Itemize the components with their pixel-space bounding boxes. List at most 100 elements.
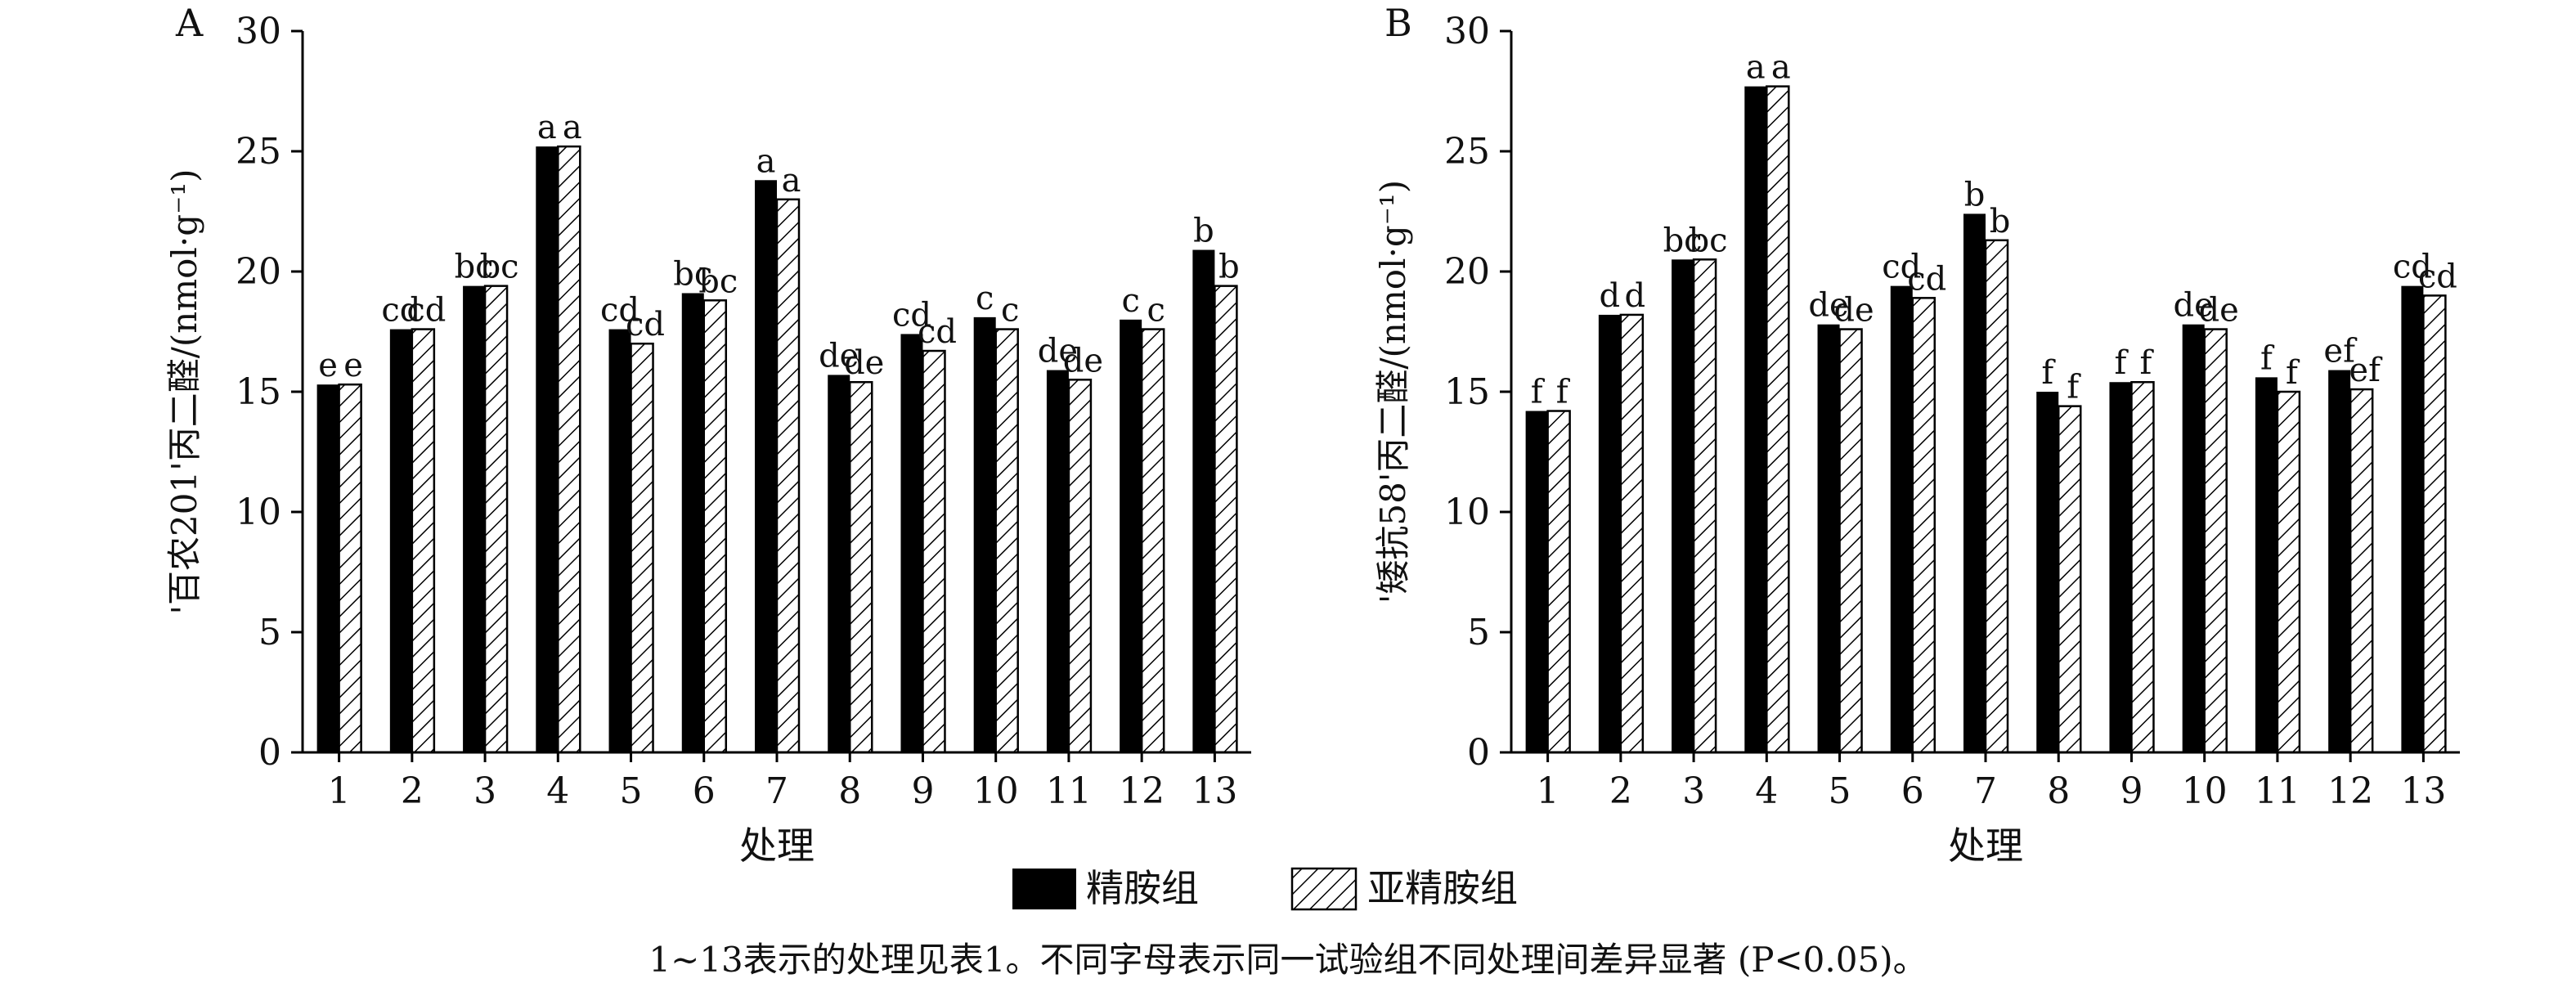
bar-series-1 <box>608 329 631 752</box>
bar-series-2 <box>2276 390 2301 754</box>
significance-label-series-1: de <box>819 337 859 375</box>
significance-label-series-2: de <box>1833 292 1874 330</box>
x-tick-label: 5 <box>620 770 643 812</box>
panel-label: A <box>175 1 204 45</box>
significance-label-series-2: cd <box>1907 260 1946 298</box>
significance-label-series-2: f <box>2140 344 2155 382</box>
significance-label-series-1: b <box>1964 176 1986 213</box>
x-tick-label: 2 <box>401 770 424 812</box>
bar-series-2 <box>702 299 728 754</box>
y-tick-label: 5 <box>1467 612 1490 653</box>
bar-series-1 <box>2255 377 2278 752</box>
significance-label-series-2: cd <box>406 292 446 330</box>
figure-caption: 1~13表示的处理见表1。不同字母表示同一试验组不同处理间差异显著 (P<0.0… <box>648 940 1927 980</box>
x-tick-label: 7 <box>1974 770 1997 812</box>
significance-label-series-1: de <box>1808 287 1848 325</box>
y-tick-label: 0 <box>258 732 281 774</box>
x-tick-label: 11 <box>1046 770 1092 812</box>
significance-label-series-2: d <box>1625 277 1646 315</box>
bar-series-1 <box>2036 392 2059 752</box>
significance-label-series-2: cd <box>2418 258 2457 295</box>
significance-label-series-1: cd <box>2393 249 2432 286</box>
bar-series-1 <box>1963 213 1986 752</box>
x-tick-label: 8 <box>2047 770 2070 812</box>
bar-series-2 <box>2057 405 2082 754</box>
significance-label-series-1: a <box>756 142 776 180</box>
significance-label-series-2: bc <box>1689 222 1728 259</box>
bar-series-1 <box>1046 370 1069 752</box>
bar-series-2 <box>1984 239 2009 754</box>
significance-label-series-2: b <box>1990 203 2011 240</box>
y-tick-label: 0 <box>1467 732 1490 774</box>
significance-label-series-1: bc <box>1663 222 1703 259</box>
significance-label-series-2: e <box>343 347 363 384</box>
bar-series-2 <box>1546 410 1571 754</box>
bar-series-1 <box>2401 285 2424 752</box>
y-tick-label: 15 <box>236 371 281 413</box>
x-tick-label: 12 <box>1119 770 1165 812</box>
y-tick-label: 20 <box>236 251 281 293</box>
significance-label-series-2: f <box>2286 354 2300 392</box>
bar-series-1 <box>463 285 486 752</box>
bar-series-1 <box>389 329 412 752</box>
significance-label-series-1: de <box>1038 333 1078 370</box>
y-tick-label: 10 <box>1444 492 1490 533</box>
bar-series-2 <box>1766 85 1790 754</box>
bar-series-1 <box>973 316 996 752</box>
x-tick-label: 13 <box>1192 770 1237 812</box>
x-tick-label: 6 <box>693 770 716 812</box>
significance-label-series-2: c <box>1147 292 1165 330</box>
significance-label-series-2: f <box>2067 369 2081 406</box>
bar-series-2 <box>994 328 1019 754</box>
significance-label-series-1: cd <box>1882 249 1921 286</box>
x-tick-label: 12 <box>2327 770 2373 812</box>
x-tick-label: 9 <box>911 770 934 812</box>
bar-series-2 <box>1838 328 1863 754</box>
significance-label-series-1: cd <box>381 292 420 330</box>
bar-series-1 <box>755 180 777 752</box>
bar-series-2 <box>557 145 581 754</box>
legend-label-series-1: 精胺组 <box>1086 866 1199 910</box>
x-tick-label: 10 <box>973 770 1019 812</box>
significance-label-series-1: cd <box>892 296 931 334</box>
bar-series-1 <box>536 146 559 752</box>
significance-label-series-2: de <box>1063 342 1103 379</box>
y-tick-label: 5 <box>258 612 281 653</box>
x-tick-label: 5 <box>1829 770 1851 812</box>
bar-series-1 <box>2109 382 2132 752</box>
y-axis-label: '百农201'丙二醛/(nmol·g⁻¹) <box>164 168 204 614</box>
significance-label-series-2: a <box>782 162 801 200</box>
bar-series-1 <box>2182 324 2205 752</box>
x-tick-label: 7 <box>765 770 788 812</box>
x-tick-label: 1 <box>1537 770 1560 812</box>
bar-series-1 <box>828 375 850 752</box>
bar-series-1 <box>1598 314 1621 752</box>
bar-series-2 <box>2130 380 2155 754</box>
bar-series-1 <box>681 293 704 753</box>
x-tick-label: 2 <box>1609 770 1632 812</box>
bar-series-1 <box>1817 324 1840 752</box>
y-tick-label: 25 <box>1444 131 1490 173</box>
bar-series-1 <box>1672 259 1694 752</box>
bar-series-2 <box>1214 285 1238 754</box>
bar-series-2 <box>483 285 509 754</box>
bar-series-2 <box>848 380 873 754</box>
bar-series-2 <box>1619 313 1645 754</box>
bar-series-2 <box>338 383 362 754</box>
y-tick-label: 20 <box>1444 251 1490 293</box>
bar-series-2 <box>1140 328 1165 754</box>
y-tick-label: 30 <box>236 11 281 52</box>
significance-label-series-1: cd <box>600 292 640 330</box>
legend-swatch-series-1 <box>1012 869 1076 909</box>
significance-label-series-1: c <box>1121 282 1139 320</box>
legend-label-series-2: 亚精胺组 <box>1367 866 1518 910</box>
bar-series-2 <box>1692 258 1717 754</box>
panel-label: B <box>1384 1 1412 45</box>
significance-label-series-1: b <box>1193 213 1214 250</box>
x-tick-label: 9 <box>2120 770 2143 812</box>
bar-series-1 <box>1744 86 1767 753</box>
x-axis-label: 处理 <box>1948 824 2023 868</box>
